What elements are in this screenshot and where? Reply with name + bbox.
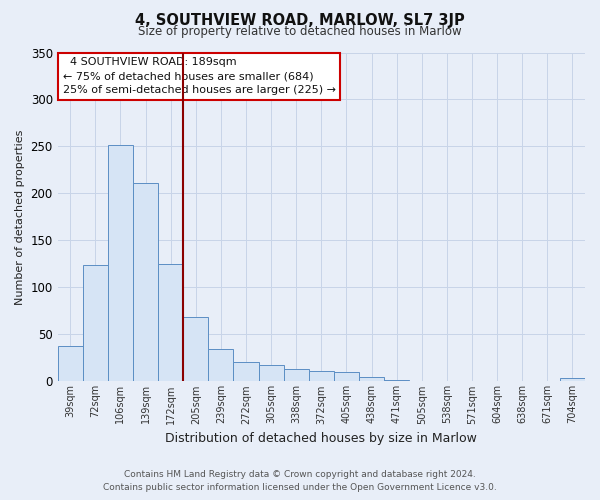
Bar — [233, 362, 259, 382]
Bar — [58, 346, 83, 382]
Bar — [83, 265, 108, 382]
Bar — [108, 144, 133, 382]
Text: Size of property relative to detached houses in Marlow: Size of property relative to detached ho… — [138, 25, 462, 38]
Bar — [133, 183, 158, 382]
Bar — [208, 350, 233, 382]
Bar — [334, 372, 359, 382]
Bar — [359, 376, 384, 382]
Bar — [560, 378, 585, 382]
Y-axis label: Number of detached properties: Number of detached properties — [15, 130, 25, 304]
Bar — [309, 371, 334, 382]
Bar — [259, 366, 284, 382]
X-axis label: Distribution of detached houses by size in Marlow: Distribution of detached houses by size … — [166, 432, 477, 445]
Text: 4 SOUTHVIEW ROAD: 189sqm  
← 75% of detached houses are smaller (684)
25% of sem: 4 SOUTHVIEW ROAD: 189sqm ← 75% of detach… — [63, 58, 336, 96]
Bar — [384, 380, 409, 382]
Text: 4, SOUTHVIEW ROAD, MARLOW, SL7 3JP: 4, SOUTHVIEW ROAD, MARLOW, SL7 3JP — [135, 12, 465, 28]
Bar — [284, 369, 309, 382]
Bar — [183, 318, 208, 382]
Text: Contains HM Land Registry data © Crown copyright and database right 2024.
Contai: Contains HM Land Registry data © Crown c… — [103, 470, 497, 492]
Bar — [158, 264, 183, 382]
